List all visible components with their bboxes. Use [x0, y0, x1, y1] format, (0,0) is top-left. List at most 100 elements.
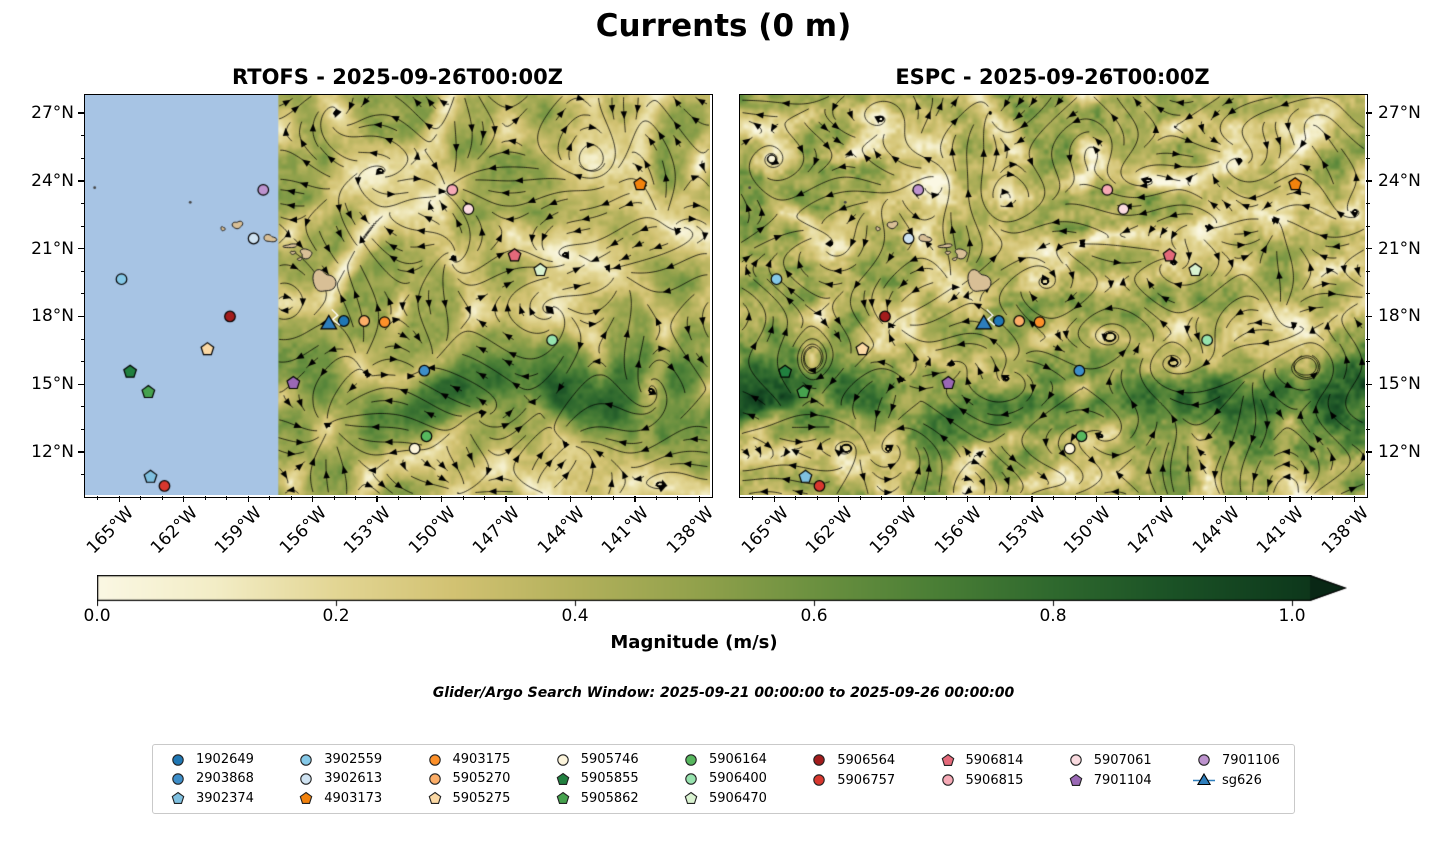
colorbar-tick-label: 0.0 — [83, 606, 111, 626]
x-tick-label: 165°W — [737, 503, 793, 558]
y-tick-label: 21°N — [31, 238, 74, 259]
y-tick-major — [78, 112, 84, 114]
legend-column: 5906814 5906815 — [937, 750, 1023, 808]
x-tick-label: 162°W — [801, 503, 857, 558]
y-tick-minor — [80, 361, 84, 363]
legend-item-label: 3902559 — [324, 752, 383, 768]
y-tick-minor — [80, 157, 84, 159]
x-tick-minor — [1053, 496, 1055, 500]
x-tick-major — [247, 496, 249, 502]
legend-item-label: 7901104 — [1093, 772, 1152, 788]
x-tick-minor — [462, 496, 464, 500]
float-marker-icon — [813, 774, 825, 786]
legend-column: 5906564 5906757 — [808, 750, 895, 808]
legend-item-5907061: 5907061 — [1065, 750, 1152, 770]
float-marker-icon — [557, 753, 569, 766]
x-tick-minor — [355, 496, 357, 500]
float-marker-icon — [172, 753, 184, 766]
legend-item-5906564: 5906564 — [808, 750, 895, 770]
legend-item-label: 5905275 — [452, 790, 511, 806]
legend-column: 5905746 5905855 5905862 — [552, 750, 639, 808]
x-tick-major — [569, 496, 572, 502]
colorbar-tick-label: 0.6 — [800, 606, 828, 626]
y-tick-minor — [1366, 406, 1370, 408]
x-tick-minor — [97, 496, 99, 500]
float-marker-icon — [300, 753, 312, 766]
float-marker-icon — [428, 792, 441, 805]
y-tick-major — [1366, 112, 1372, 114]
x-tick-label: 138°W — [1317, 503, 1373, 558]
x-tick-minor — [591, 496, 593, 500]
legend-item-2903868: 2903868 — [167, 769, 254, 788]
colorbar-tick-label: 0.2 — [322, 606, 350, 626]
legend-item-label: 2903868 — [196, 771, 254, 787]
colorbar-tick-label: 0.8 — [1039, 606, 1067, 626]
x-tick-label: 156°W — [930, 503, 986, 558]
x-tick-major — [376, 496, 378, 502]
x-tick-minor — [988, 496, 990, 500]
float-marker-icon — [299, 792, 313, 805]
y-tick-label: 27°N — [1378, 103, 1421, 124]
legend-item-5905862: 5905862 — [552, 789, 639, 808]
y-tick-minor — [80, 293, 84, 295]
x-tick-label: 147°W — [469, 503, 525, 558]
x-tick-label: 144°W — [1188, 503, 1244, 558]
x-tick-label: 159°W — [211, 503, 267, 558]
x-tick-major — [634, 496, 636, 502]
y-tick-minor — [1366, 474, 1370, 476]
legend-item-3902374: 3902374 — [167, 789, 254, 808]
y-tick-minor — [1366, 338, 1370, 340]
legend-column: 5906164 5906400 5906470 — [680, 750, 767, 808]
y-tick-label: 18°N — [1378, 306, 1421, 327]
y-tick-minor — [1366, 428, 1370, 430]
legend: 1902649 2903868 3902374 3902559 3902613 49031… — [152, 744, 1295, 814]
y-tick-minor — [1366, 225, 1370, 227]
x-tick-minor — [1074, 496, 1076, 500]
x-tick-major — [1160, 496, 1162, 502]
x-tick-minor — [204, 496, 206, 500]
legend-item-5906470: 5906470 — [680, 789, 767, 808]
x-tick-minor — [945, 496, 947, 500]
float-marker-icon — [1069, 773, 1083, 786]
legend-item-4903173: 4903173 — [295, 789, 382, 808]
x-tick-label: 150°W — [404, 503, 460, 558]
x-tick-major — [773, 496, 776, 502]
x-tick-label: 162°W — [146, 503, 202, 558]
float-marker-icon — [1198, 754, 1210, 766]
x-tick-minor — [859, 496, 861, 500]
legend-item-label: 5905270 — [452, 771, 511, 787]
float-marker-icon — [428, 753, 441, 766]
legend-item-7901106: 7901106 — [1193, 750, 1280, 770]
y-tick-label: 12°N — [31, 442, 74, 463]
y-tick-minor — [80, 270, 84, 272]
x-tick-label: 165°W — [82, 503, 138, 558]
x-tick-minor — [161, 496, 163, 500]
y-tick-label: 12°N — [1378, 442, 1421, 463]
float-marker-icon — [428, 773, 441, 785]
float-marker-icon — [172, 773, 184, 785]
rtofs-map — [85, 95, 710, 495]
subplot-title-rtofs: RTOFS - 2025-09-26T00:00Z — [232, 65, 563, 89]
x-tick-label: 153°W — [340, 503, 396, 558]
x-tick-major — [966, 496, 969, 502]
legend-column: 7901106 sg626 — [1193, 750, 1280, 808]
x-tick-major — [1031, 496, 1033, 502]
legend-item-3902559: 3902559 — [295, 750, 382, 769]
y-tick-minor — [80, 474, 84, 476]
espc-map-panel — [739, 94, 1368, 498]
x-tick-major — [902, 496, 904, 502]
x-tick-label: 159°W — [866, 503, 922, 558]
legend-item-label: 4903173 — [324, 790, 383, 806]
float-marker-icon — [171, 792, 185, 805]
x-tick-major — [838, 496, 840, 502]
x-tick-minor — [548, 496, 550, 500]
x-tick-minor — [1181, 496, 1183, 500]
legend-item-label: 5907061 — [1093, 752, 1152, 768]
float-marker-icon — [556, 792, 570, 805]
y-tick-major — [78, 315, 84, 318]
legend-item-5905270: 5905270 — [424, 769, 511, 788]
x-tick-minor — [924, 496, 926, 500]
float-marker-icon — [684, 792, 698, 805]
y-tick-major — [78, 247, 84, 250]
